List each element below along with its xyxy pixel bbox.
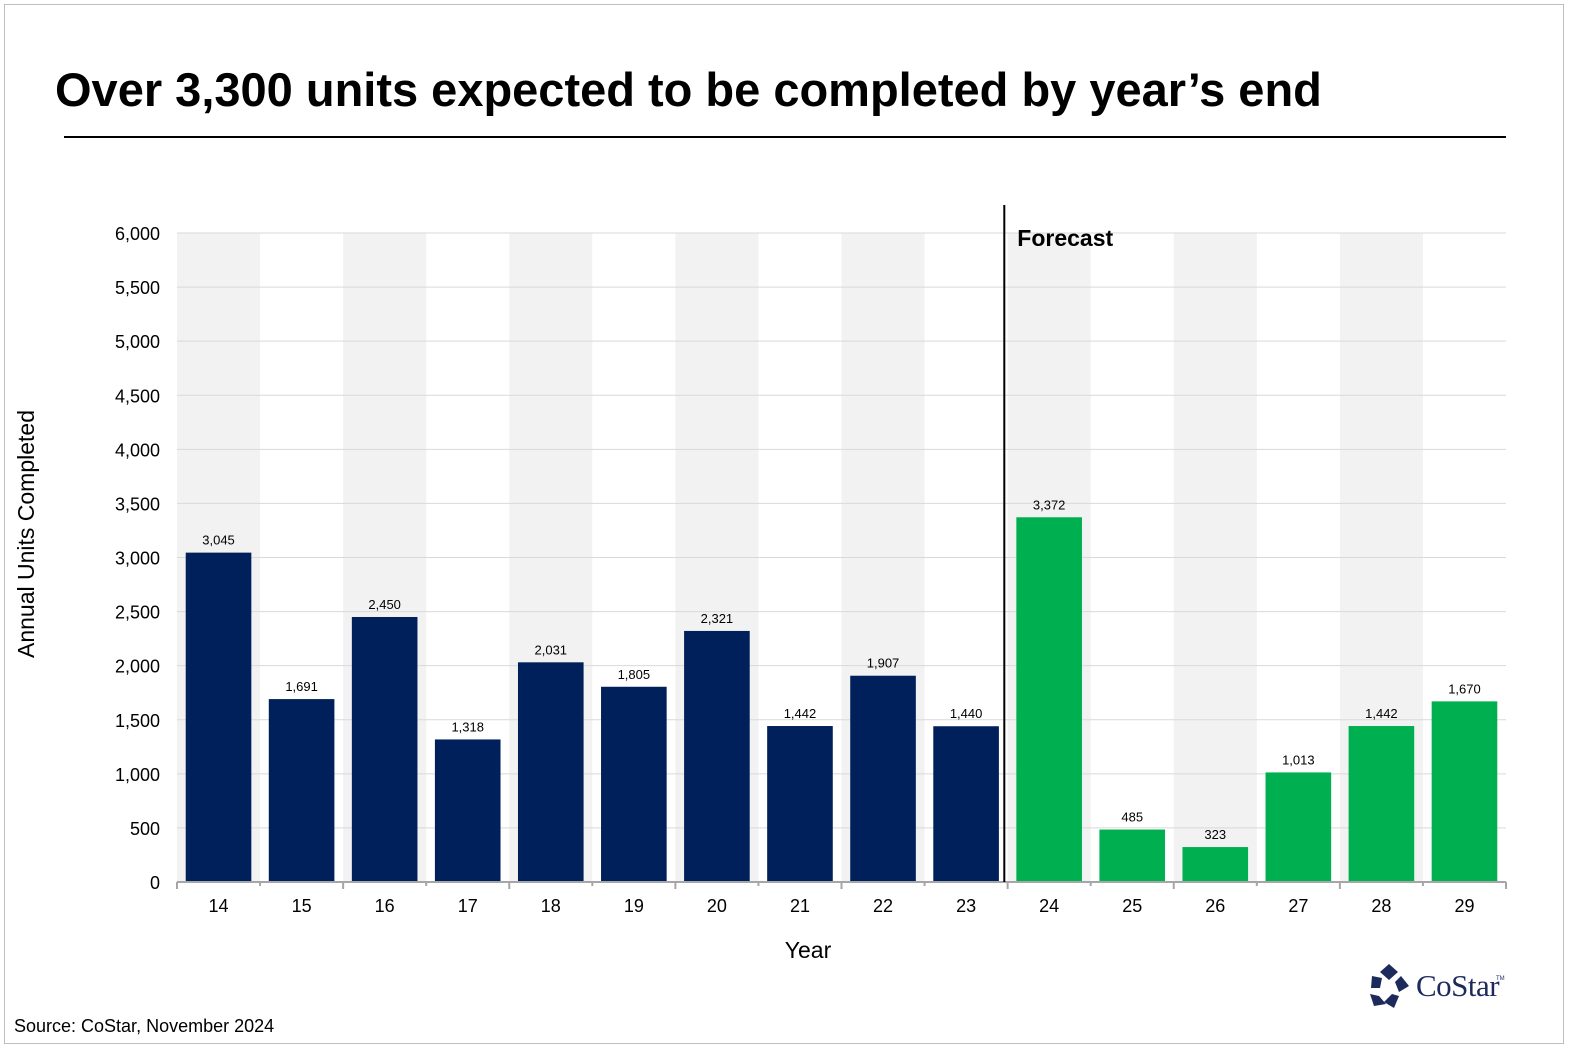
y-tick-label: 4,000 (115, 440, 160, 460)
data-label: 1,442 (1365, 706, 1398, 721)
x-tick-label: 23 (956, 896, 976, 916)
y-tick-label: 3,000 (115, 549, 160, 569)
y-tick-label: 0 (150, 873, 160, 893)
bar-28 (1348, 726, 1415, 882)
y-tick-label: 2,000 (115, 657, 160, 677)
y-axis-label: Annual Units Completed (13, 410, 39, 658)
bar-19 (601, 686, 667, 882)
data-label: 2,321 (701, 611, 734, 626)
bar-26 (1182, 847, 1249, 882)
x-tick-label: 27 (1288, 896, 1308, 916)
data-label: 3,372 (1033, 497, 1066, 512)
forecast-marker: Forecast (1003, 205, 1114, 882)
data-label: 323 (1204, 827, 1226, 842)
bar-20 (684, 630, 750, 882)
source-note: Source: CoStar, November 2024 (14, 1016, 275, 1036)
bar-16 (351, 616, 418, 882)
data-label: 485 (1121, 810, 1143, 825)
x-tick-label: 25 (1122, 896, 1142, 916)
costar-star-icon (1370, 964, 1409, 1008)
data-label: 1,440 (950, 706, 983, 721)
x-tick-label: 15 (292, 896, 312, 916)
data-label: 1,442 (784, 706, 817, 721)
data-label: 1,670 (1448, 681, 1481, 696)
bar-22 (850, 675, 916, 882)
bar-14 (185, 552, 252, 882)
x-tick-label: 29 (1454, 896, 1474, 916)
bar-18 (517, 662, 584, 882)
page-title: Over 3,300 units expected to be complete… (55, 63, 1322, 116)
bars (185, 517, 1498, 882)
x-tick-label: 16 (375, 896, 395, 916)
data-label: 1,907 (867, 656, 900, 671)
y-tick-label: 6,000 (115, 224, 160, 244)
x-tick-label: 14 (209, 896, 229, 916)
data-labels: 3,045 1,691 2,450 1,318 2,031 1,805 2,321 1,442… (202, 497, 1480, 842)
x-tick-label: 18 (541, 896, 561, 916)
data-label: 1,013 (1282, 752, 1315, 767)
data-label: 1,318 (451, 719, 484, 734)
bar-17 (434, 739, 501, 882)
y-tick-label: 1,000 (115, 765, 160, 785)
forecast-label: Forecast (1017, 225, 1113, 251)
x-tick-label: 28 (1371, 896, 1391, 916)
bar-21 (767, 726, 833, 882)
x-axis-label: Year (785, 937, 832, 963)
x-tick-label: 21 (790, 896, 810, 916)
y-tick-label: 4,500 (115, 386, 160, 406)
x-tick-label: 19 (624, 896, 644, 916)
x-tick-label: 22 (873, 896, 893, 916)
bar-15 (268, 699, 335, 882)
x-tick-label: 26 (1205, 896, 1225, 916)
x-tick-label: 20 (707, 896, 727, 916)
logo-trademark: TM (1496, 976, 1505, 982)
y-tick-label: 5,000 (115, 332, 160, 352)
data-label: 2,450 (368, 597, 401, 612)
axes: 0 500 1,000 1,500 2,000 2,500 3,000 3,500 4,000 4… (115, 224, 1507, 916)
y-tick-label: 2,500 (115, 603, 160, 623)
y-tick-label: 3,500 (115, 494, 160, 514)
logo-wordmark: CoStar (1416, 968, 1500, 1003)
bar-25 (1099, 829, 1166, 882)
data-label: 1,805 (618, 667, 651, 682)
y-tick-label: 500 (130, 819, 160, 839)
bar-24 (1016, 517, 1082, 882)
bar-23 (933, 726, 999, 882)
x-tick-label: 24 (1039, 896, 1059, 916)
data-label: 1,691 (285, 679, 318, 694)
bar-29 (1431, 701, 1498, 882)
y-tick-label: 1,500 (115, 711, 160, 731)
data-label: 3,045 (202, 533, 235, 548)
bar-27 (1265, 772, 1332, 882)
y-tick-label: 5,500 (115, 278, 160, 298)
title-divider (64, 136, 1506, 138)
data-label: 2,031 (535, 642, 568, 657)
costar-logo: CoStar TM (1368, 962, 1508, 1012)
x-tick-label: 17 (458, 896, 478, 916)
